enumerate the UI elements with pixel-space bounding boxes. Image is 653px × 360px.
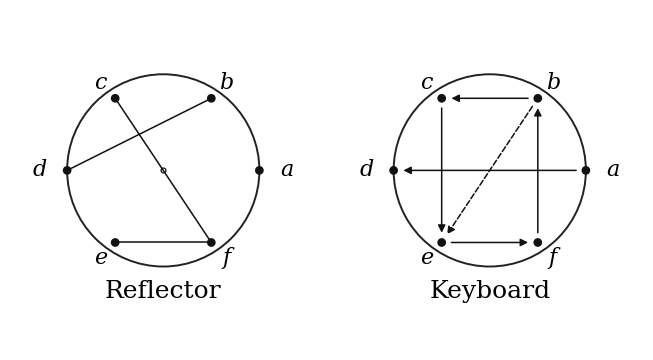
Text: f: f: [222, 247, 231, 269]
Text: Keyboard: Keyboard: [429, 280, 550, 302]
Circle shape: [390, 167, 397, 174]
Circle shape: [112, 95, 119, 102]
Text: a: a: [279, 159, 293, 181]
Circle shape: [256, 167, 263, 174]
Text: Reflector: Reflector: [105, 280, 221, 302]
Text: a: a: [606, 159, 620, 181]
Text: d: d: [359, 159, 374, 181]
Circle shape: [112, 239, 119, 246]
Text: f: f: [549, 247, 557, 269]
Circle shape: [208, 95, 215, 102]
Text: b: b: [546, 72, 560, 94]
Text: b: b: [219, 72, 234, 94]
Text: e: e: [93, 247, 106, 269]
Text: d: d: [33, 159, 47, 181]
Text: c: c: [94, 72, 106, 94]
Circle shape: [534, 95, 541, 102]
Circle shape: [438, 239, 445, 246]
Circle shape: [208, 239, 215, 246]
Circle shape: [63, 167, 71, 174]
Circle shape: [438, 95, 445, 102]
Text: e: e: [420, 247, 433, 269]
Text: c: c: [421, 72, 433, 94]
Circle shape: [582, 167, 590, 174]
Circle shape: [534, 239, 541, 246]
